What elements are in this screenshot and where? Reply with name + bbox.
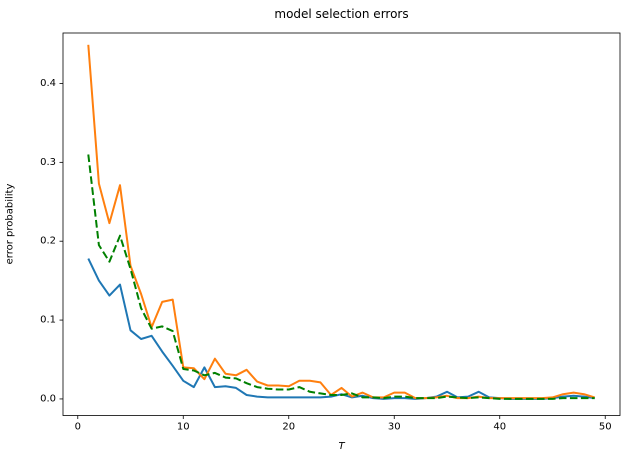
- plot-frame: [62, 32, 621, 416]
- x-tick-label: 50: [599, 421, 612, 432]
- y-tick-label: 0.2: [40, 236, 56, 247]
- series-line-orange-solid: [87, 44, 595, 400]
- x-axis-label: T: [338, 441, 345, 452]
- x-tick-label: 10: [177, 421, 190, 432]
- x-tick-label: 20: [282, 421, 295, 432]
- series-line-blue-solid: [87, 258, 595, 400]
- y-axis-label: error probability: [4, 183, 16, 265]
- series-line-green-dashed: [87, 154, 595, 400]
- chart-title: model selection errors: [274, 7, 409, 21]
- y-tick-label: 0.4: [40, 78, 56, 89]
- x-tick-label: 30: [388, 421, 401, 432]
- x-tick-label: 40: [493, 421, 506, 432]
- y-tick-label: 0.0: [40, 393, 56, 404]
- y-tick-label: 0.3: [40, 157, 56, 168]
- x-tick-label: 0: [75, 421, 81, 432]
- y-tick-label: 0.1: [40, 315, 56, 326]
